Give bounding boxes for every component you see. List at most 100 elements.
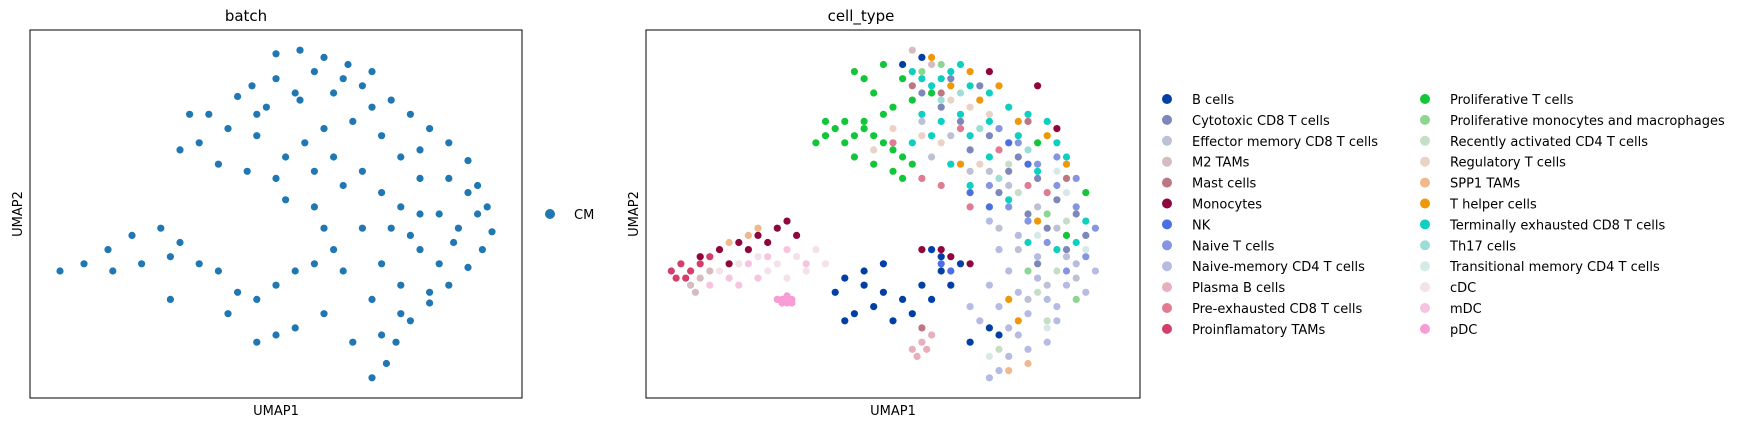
data-point xyxy=(966,167,974,175)
data-point xyxy=(850,153,859,161)
legend-marker xyxy=(1162,114,1172,125)
data-point xyxy=(128,231,136,239)
data-point xyxy=(1024,310,1032,318)
x-axis-label: UMAP1 xyxy=(253,404,299,419)
data-point xyxy=(224,125,232,133)
data-point xyxy=(995,125,1003,133)
data-point xyxy=(985,132,994,140)
data-point xyxy=(406,110,414,118)
legend-label: pDC xyxy=(1450,323,1477,338)
data-point xyxy=(1062,281,1071,289)
data-point xyxy=(1062,246,1071,254)
data-point xyxy=(1053,196,1061,204)
data-point xyxy=(349,117,357,125)
data-point xyxy=(976,96,984,104)
legend-label: Effector memory CD8 T cells xyxy=(1192,135,1378,150)
data-point xyxy=(947,253,955,261)
data-point xyxy=(918,68,926,76)
data-point xyxy=(234,288,242,296)
data-point xyxy=(879,139,888,147)
data-point xyxy=(253,295,261,303)
data-point xyxy=(918,89,926,97)
data-point xyxy=(899,75,907,83)
data-point xyxy=(913,352,921,360)
data-point xyxy=(908,82,916,90)
data-point xyxy=(296,46,304,54)
data-point xyxy=(406,317,414,325)
data-point xyxy=(339,75,347,83)
data-point xyxy=(1005,352,1013,360)
legend-marker xyxy=(1420,94,1430,104)
data-point xyxy=(966,203,974,211)
data-point xyxy=(483,203,491,211)
data-point xyxy=(397,203,405,211)
data-point xyxy=(253,110,261,118)
data-point xyxy=(899,174,907,182)
legend-marker xyxy=(1162,198,1172,209)
data-point xyxy=(995,367,1003,375)
legend-label: Monocytes xyxy=(1192,198,1262,213)
data-point xyxy=(947,281,955,289)
data-point xyxy=(214,160,222,168)
data-point xyxy=(1043,281,1051,289)
data-point xyxy=(937,181,945,190)
data-point xyxy=(812,246,820,254)
data-point xyxy=(937,103,945,111)
data-point xyxy=(464,157,472,165)
data-point xyxy=(928,89,936,97)
data-point xyxy=(735,238,743,247)
data-point xyxy=(1034,82,1042,90)
legend-marker xyxy=(1420,219,1430,230)
data-point xyxy=(358,82,366,90)
legend-label: Proliferative T cells xyxy=(1450,93,1574,108)
data-point xyxy=(378,331,386,339)
data-point xyxy=(1024,117,1032,125)
data-point xyxy=(1014,117,1022,125)
data-point xyxy=(928,132,936,140)
data-point xyxy=(677,260,685,268)
data-point xyxy=(272,331,280,339)
data-point xyxy=(879,288,888,296)
data-point xyxy=(860,267,868,275)
data-point xyxy=(937,89,945,97)
data-point xyxy=(464,189,472,197)
data-point xyxy=(1043,210,1051,218)
y-axis-label: UMAP2 xyxy=(11,191,26,237)
data-point xyxy=(368,68,376,76)
data-point xyxy=(1024,295,1032,303)
data-point xyxy=(691,288,700,296)
data-point xyxy=(947,160,955,168)
data-point xyxy=(744,260,753,268)
legend-label: Plasma B cells xyxy=(1192,281,1285,296)
data-point xyxy=(976,317,984,325)
data-point xyxy=(706,253,714,261)
legend-label: Recently activated CD4 T cells xyxy=(1450,135,1648,150)
data-point xyxy=(966,68,974,76)
data-point xyxy=(850,68,859,76)
data-point xyxy=(918,174,926,182)
legend-label: Naive-memory CD4 T cells xyxy=(1192,260,1365,275)
data-point xyxy=(1062,189,1071,197)
data-point xyxy=(937,260,945,268)
data-point xyxy=(320,310,328,318)
chart-title: batch xyxy=(225,7,267,25)
data-point xyxy=(1024,238,1032,247)
legend-marker xyxy=(1162,303,1172,313)
data-point xyxy=(1091,224,1099,232)
data-point xyxy=(320,125,328,133)
data-point xyxy=(1053,267,1061,275)
data-point xyxy=(1053,167,1061,175)
data-point xyxy=(1014,189,1022,197)
data-point xyxy=(330,246,338,254)
data-point xyxy=(956,160,965,168)
data-point xyxy=(166,295,174,303)
data-point xyxy=(1014,288,1022,296)
data-point xyxy=(1062,217,1071,225)
data-point xyxy=(995,224,1003,232)
data-point xyxy=(1072,210,1080,218)
data-point xyxy=(956,60,965,69)
data-point xyxy=(764,238,772,247)
y-axis-label: UMAP2 xyxy=(627,191,642,237)
data-point xyxy=(995,189,1003,197)
legend-label: Terminally exhausted CD8 T cells xyxy=(1449,218,1665,233)
